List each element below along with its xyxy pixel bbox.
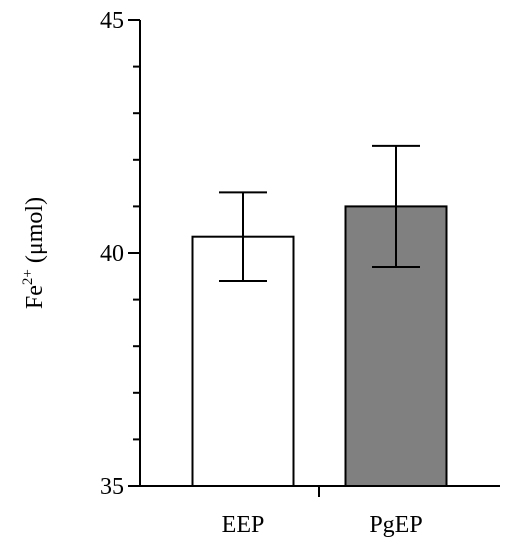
- x-category-label: PgEP: [369, 512, 422, 538]
- y-tick-label: 35: [100, 474, 124, 500]
- y-tick-label: 45: [100, 8, 124, 34]
- axes: [139, 20, 500, 497]
- y-axis-label-base: Fe: [22, 285, 48, 309]
- y-axis-label: Fe2+ (μmol): [20, 197, 48, 309]
- bars: [191, 205, 448, 487]
- x-category-label: EEP: [222, 512, 265, 538]
- y-tick-label: 40: [100, 241, 124, 267]
- y-axis-label-superscript: 2+: [20, 269, 36, 285]
- error-bars: [219, 144, 420, 282]
- tick-labels: 35 40 45 EEP PgEP: [100, 8, 423, 538]
- y-axis-label-unit: (μmol): [22, 197, 48, 269]
- y-axis-ticks: [128, 19, 140, 487]
